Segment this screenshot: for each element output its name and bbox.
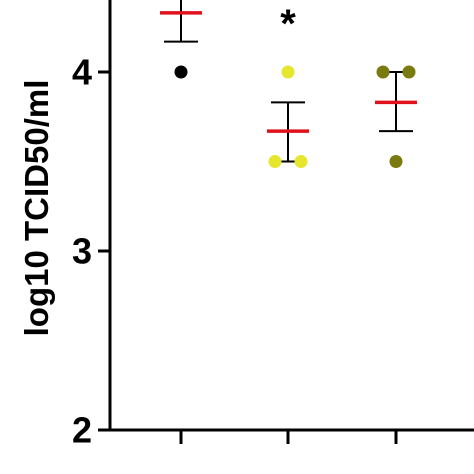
- data-point: [281, 65, 295, 79]
- y-tick-label: 3: [72, 231, 92, 272]
- y-axis-label: log10 TCID50/ml: [18, 80, 55, 337]
- data-points: [174, 65, 416, 168]
- data-point: [402, 65, 416, 79]
- axes: [108, 0, 474, 432]
- annotations: *: [280, 2, 296, 46]
- data-point: [294, 155, 308, 168]
- data-point: [268, 155, 282, 168]
- significance-marker: *: [280, 2, 296, 46]
- x-axis-ticks: [179, 430, 398, 444]
- y-tick-label: 4: [72, 52, 92, 93]
- data-point: [376, 65, 390, 79]
- y-axis-ticks: 2 3 4: [72, 52, 110, 451]
- mean-lines: [160, 11, 417, 133]
- data-point: [174, 65, 188, 79]
- data-point: [389, 155, 403, 168]
- y-tick-label: 2: [72, 410, 92, 451]
